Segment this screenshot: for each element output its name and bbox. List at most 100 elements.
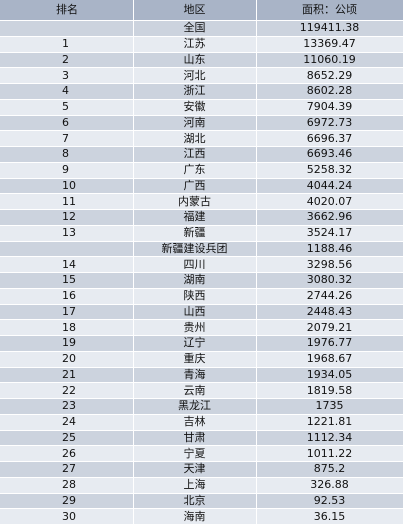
- table-row: 15 湖南 3080.32: [0, 272, 403, 289]
- area-cell: 6696.37: [256, 130, 403, 147]
- region-cell: 湖南: [133, 272, 257, 289]
- table-row: 25 甘肃 1112.34: [0, 430, 403, 447]
- table-row: 21 青海 1934.05: [0, 367, 403, 384]
- table-row: 16 陕西 2744.26: [0, 288, 403, 305]
- rank-cell: 9: [0, 162, 134, 179]
- rank-cell: 12: [0, 209, 134, 226]
- table-row: 27 天津 875.2: [0, 461, 403, 478]
- region-cell: 江西: [133, 146, 257, 163]
- region-cell: 河南: [133, 115, 257, 132]
- table-row: 3 河北 8652.29: [0, 67, 403, 84]
- region-cell: 贵州: [133, 319, 257, 336]
- region-cell: 广东: [133, 162, 257, 179]
- table-row: 5 安徽 7904.39: [0, 99, 403, 116]
- area-cell: 1819.58: [256, 382, 403, 399]
- region-cell: 甘肃: [133, 430, 257, 447]
- rank-cell: 27: [0, 461, 134, 478]
- region-cell: 四川: [133, 256, 257, 273]
- table-row: 10 广西 4044.24: [0, 178, 403, 195]
- area-cell: 326.88: [256, 477, 403, 494]
- region-cell: 青海: [133, 367, 257, 384]
- region-cell: 黑龙江: [133, 398, 257, 415]
- region-cell: 福建: [133, 209, 257, 226]
- table-row: 30 海南 36.15: [0, 508, 403, 525]
- rank-cell: 15: [0, 272, 134, 289]
- table-row: 8 江西 6693.46: [0, 146, 403, 163]
- region-cell: 上海: [133, 477, 257, 494]
- area-cell: 3662.96: [256, 209, 403, 226]
- region-cell: 内蒙古: [133, 193, 257, 210]
- rank-cell: 19: [0, 335, 134, 352]
- table-row: 26 宁夏 1011.22: [0, 445, 403, 462]
- rank-cell: 17: [0, 304, 134, 321]
- table-row: 全国 119411.38: [0, 20, 403, 37]
- area-cell: 2448.43: [256, 304, 403, 321]
- rank-cell: 13: [0, 225, 134, 242]
- table-row: 19 辽宁 1976.77: [0, 335, 403, 352]
- rank-cell: [0, 20, 134, 37]
- table-row: 11 内蒙古 4020.07: [0, 193, 403, 210]
- region-cell: 天津: [133, 461, 257, 478]
- area-cell: 6693.46: [256, 146, 403, 163]
- table-row: 6 河南 6972.73: [0, 115, 403, 132]
- table-row: 18 贵州 2079.21: [0, 319, 403, 336]
- region-cell: 山东: [133, 52, 257, 69]
- region-cell: 浙江: [133, 83, 257, 100]
- rank-cell: 26: [0, 445, 134, 462]
- area-cell: 875.2: [256, 461, 403, 478]
- table-header: 排名 地区 面积：公顷: [0, 0, 403, 21]
- region-cell: 安徽: [133, 99, 257, 116]
- region-cell: 新疆建设兵团: [133, 241, 257, 258]
- area-cell: 119411.38: [256, 20, 403, 37]
- area-cell: 11060.19: [256, 52, 403, 69]
- rank-cell: 20: [0, 351, 134, 368]
- rank-cell: 10: [0, 178, 134, 195]
- table-row: 4 浙江 8602.28: [0, 83, 403, 100]
- table-row: 7 湖北 6696.37: [0, 130, 403, 147]
- table-row: 24 吉林 1221.81: [0, 414, 403, 431]
- table-row: 12 福建 3662.96: [0, 209, 403, 226]
- rank-cell: 23: [0, 398, 134, 415]
- table-row: 1 江苏 13369.47: [0, 36, 403, 53]
- area-cell: 2079.21: [256, 319, 403, 336]
- rank-cell: 11: [0, 193, 134, 210]
- region-cell: 湖北: [133, 130, 257, 147]
- header-row: 排名 地区 面积：公顷: [0, 0, 403, 21]
- area-cell: 1968.67: [256, 351, 403, 368]
- rank-cell: 3: [0, 67, 134, 84]
- table-row: 29 北京 92.53: [0, 493, 403, 510]
- region-cell: 重庆: [133, 351, 257, 368]
- area-cell: 3524.17: [256, 225, 403, 242]
- area-cell: 1112.34: [256, 430, 403, 447]
- table-row: 20 重庆 1968.67: [0, 351, 403, 368]
- area-cell: 8602.28: [256, 83, 403, 100]
- area-cell: 7904.39: [256, 99, 403, 116]
- region-cell: 江苏: [133, 36, 257, 53]
- rank-cell: 24: [0, 414, 134, 431]
- region-cell: 北京: [133, 493, 257, 510]
- area-cell: 4020.07: [256, 193, 403, 210]
- region-cell: 全国: [133, 20, 257, 37]
- area-cell: 3080.32: [256, 272, 403, 289]
- rank-cell: 4: [0, 83, 134, 100]
- rank-cell: 29: [0, 493, 134, 510]
- area-cell: 6972.73: [256, 115, 403, 132]
- area-cell: 2744.26: [256, 288, 403, 305]
- rank-cell: [0, 241, 134, 258]
- area-cell: 13369.47: [256, 36, 403, 53]
- region-cell: 陕西: [133, 288, 257, 305]
- region-cell: 云南: [133, 382, 257, 399]
- rank-cell: 21: [0, 367, 134, 384]
- rank-cell: 1: [0, 36, 134, 53]
- area-cell: 1221.81: [256, 414, 403, 431]
- rank-cell: 14: [0, 256, 134, 273]
- rank-cell: 28: [0, 477, 134, 494]
- rank-cell: 30: [0, 508, 134, 525]
- region-cell: 新疆: [133, 225, 257, 242]
- region-cell: 辽宁: [133, 335, 257, 352]
- table-body: 全国 119411.38 1 江苏 13369.47 2 山东 11060.19 3 河北 8652…: [0, 20, 403, 525]
- area-cell: 8652.29: [256, 67, 403, 84]
- table-row: 23 黑龙江 1735: [0, 398, 403, 415]
- rank-cell: 7: [0, 130, 134, 147]
- header-rank: 排名: [0, 0, 134, 21]
